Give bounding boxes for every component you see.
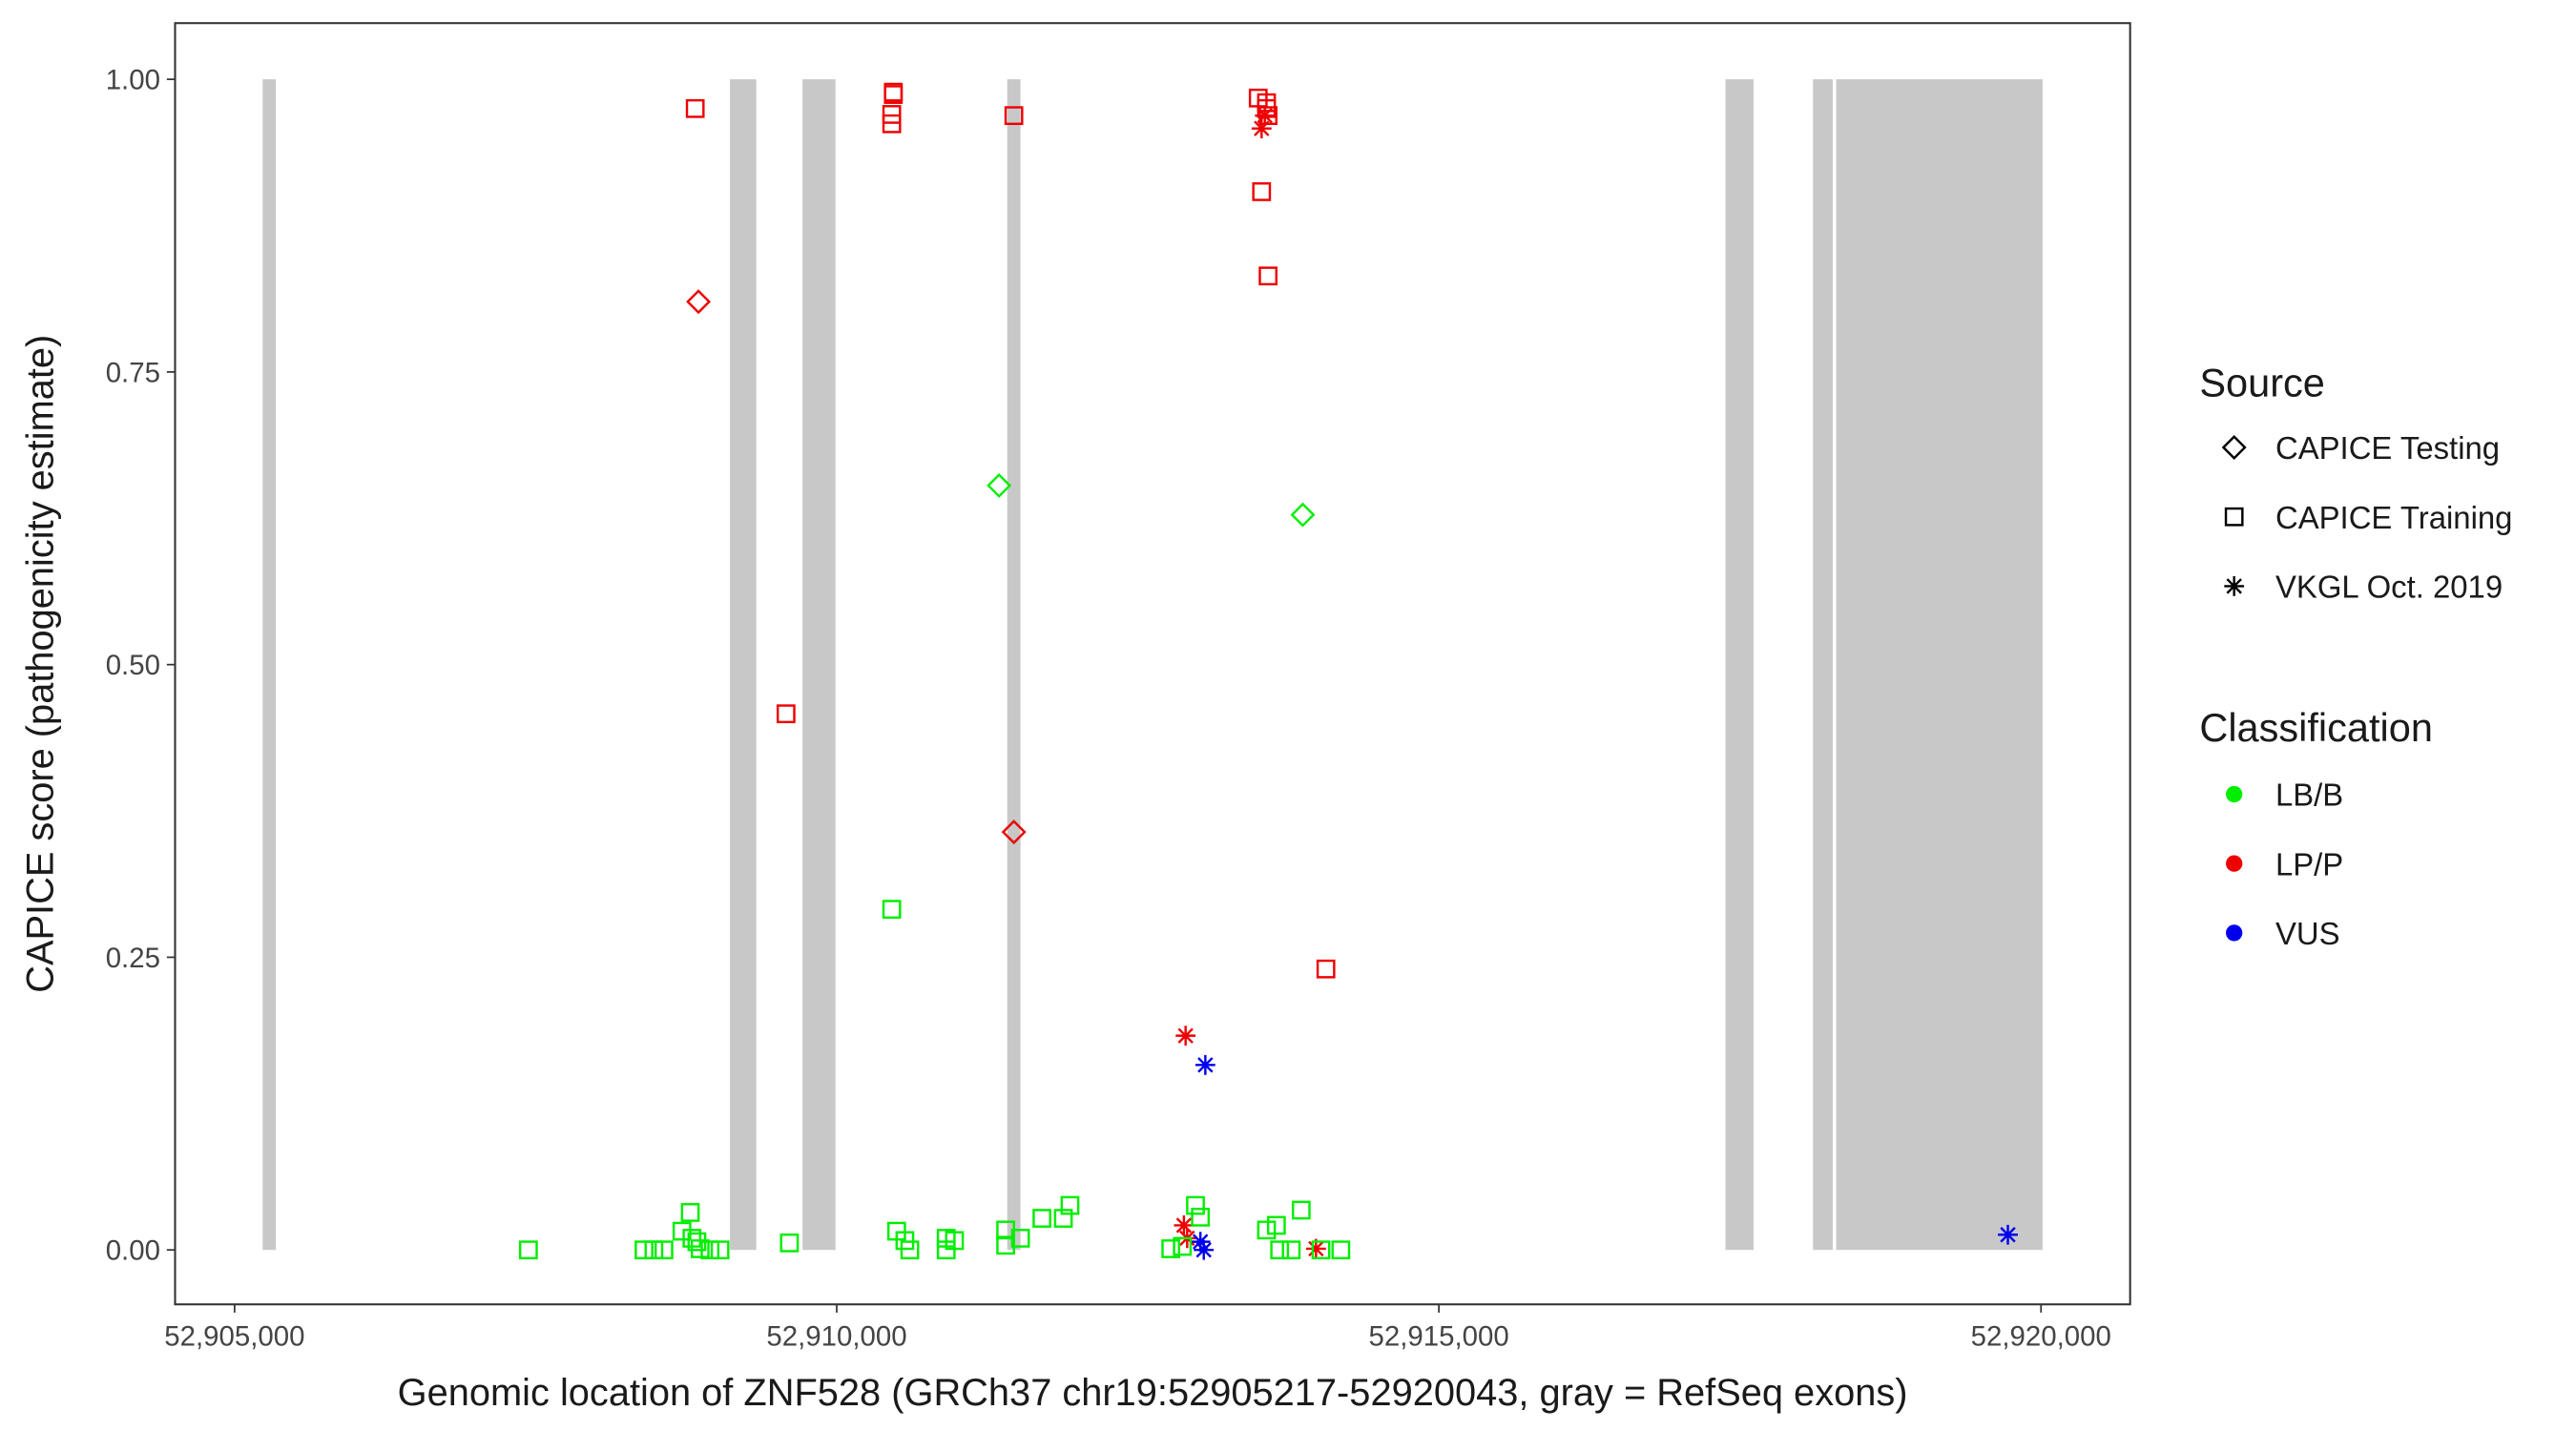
legend-key bbox=[2226, 924, 2243, 942]
exon bbox=[1813, 79, 1834, 1251]
point bbox=[1060, 1195, 1080, 1215]
point bbox=[1190, 1232, 1211, 1252]
x-tick-label: 52,910,000 bbox=[766, 1321, 906, 1353]
point bbox=[1053, 1209, 1073, 1228]
point bbox=[690, 1239, 710, 1258]
point bbox=[1175, 1026, 1196, 1047]
point bbox=[685, 98, 705, 118]
point bbox=[1331, 1240, 1351, 1260]
legend-key bbox=[2221, 435, 2247, 460]
point bbox=[1257, 1220, 1277, 1240]
x-tick-label: 52,915,000 bbox=[1369, 1321, 1509, 1353]
point bbox=[883, 85, 904, 104]
exon bbox=[1007, 79, 1021, 1251]
point bbox=[1316, 959, 1336, 979]
x-tick-label: 52,905,000 bbox=[164, 1321, 304, 1353]
point bbox=[1258, 266, 1278, 286]
point bbox=[700, 1240, 720, 1260]
y-tick-label: 1.00 bbox=[106, 65, 160, 96]
exon bbox=[262, 79, 277, 1251]
point bbox=[1251, 118, 1272, 139]
point bbox=[1270, 1240, 1290, 1260]
point bbox=[1281, 1240, 1301, 1260]
point bbox=[644, 1240, 664, 1260]
point bbox=[1255, 105, 1276, 126]
point bbox=[987, 472, 1012, 498]
point bbox=[518, 1240, 538, 1260]
legend-label: VUS bbox=[2275, 916, 2340, 951]
point bbox=[1173, 1236, 1193, 1256]
point bbox=[1266, 1215, 1286, 1235]
point bbox=[1010, 1229, 1030, 1248]
point bbox=[996, 1235, 1015, 1255]
point bbox=[654, 1240, 674, 1260]
point bbox=[634, 1240, 654, 1260]
legend-key bbox=[2226, 855, 2243, 872]
y-tick-label: 0.50 bbox=[106, 650, 160, 681]
point bbox=[1195, 1054, 1215, 1075]
point bbox=[1174, 1215, 1195, 1235]
point bbox=[1191, 1207, 1211, 1227]
legend-title: Source bbox=[2199, 360, 2325, 404]
x-tick-label: 52,920,000 bbox=[1971, 1321, 2111, 1353]
legend-key bbox=[2224, 507, 2244, 527]
legend-label: VKGL Oct. 2019 bbox=[2275, 570, 2503, 605]
point bbox=[882, 114, 902, 134]
y-tick-label: 0.00 bbox=[106, 1235, 160, 1267]
legend-label: CAPICE Testing bbox=[2275, 430, 2500, 466]
point bbox=[1186, 1195, 1205, 1215]
point bbox=[1001, 819, 1027, 845]
point bbox=[779, 1233, 800, 1253]
point bbox=[1032, 1209, 1051, 1228]
point bbox=[900, 1240, 920, 1260]
point bbox=[1194, 1239, 1215, 1260]
exon bbox=[1836, 79, 2043, 1251]
legend-label: LP/P bbox=[2275, 846, 2343, 881]
point bbox=[1004, 106, 1024, 126]
exon bbox=[802, 79, 836, 1251]
x-axis-title: Genomic location of ZNF528 (GRCh37 chr19… bbox=[398, 1372, 1908, 1414]
legend-key bbox=[2224, 576, 2245, 596]
y-tick-label: 0.25 bbox=[106, 943, 160, 974]
plot-border bbox=[174, 22, 2131, 1306]
point bbox=[1252, 182, 1272, 201]
point bbox=[1998, 1224, 2018, 1245]
point bbox=[672, 1221, 692, 1241]
legend-title: Classification bbox=[2199, 705, 2433, 750]
point bbox=[1291, 1200, 1311, 1220]
exon bbox=[1725, 79, 1754, 1251]
y-tick-label: 0.75 bbox=[106, 357, 160, 388]
y-axis-title: CAPICE score (pathogenicity estimate) bbox=[19, 335, 61, 993]
point bbox=[1305, 1238, 1326, 1259]
point bbox=[776, 704, 796, 724]
point bbox=[686, 289, 712, 315]
point bbox=[710, 1240, 730, 1260]
legend-label: CAPICE Training bbox=[2275, 500, 2513, 535]
point bbox=[680, 1203, 700, 1222]
legend-key bbox=[2226, 785, 2243, 803]
point bbox=[882, 900, 902, 919]
legend-label: LB/B bbox=[2275, 778, 2343, 813]
exon bbox=[730, 79, 757, 1251]
point bbox=[1161, 1239, 1181, 1258]
point bbox=[1290, 502, 1316, 528]
point bbox=[945, 1231, 965, 1251]
point bbox=[1311, 1240, 1331, 1260]
